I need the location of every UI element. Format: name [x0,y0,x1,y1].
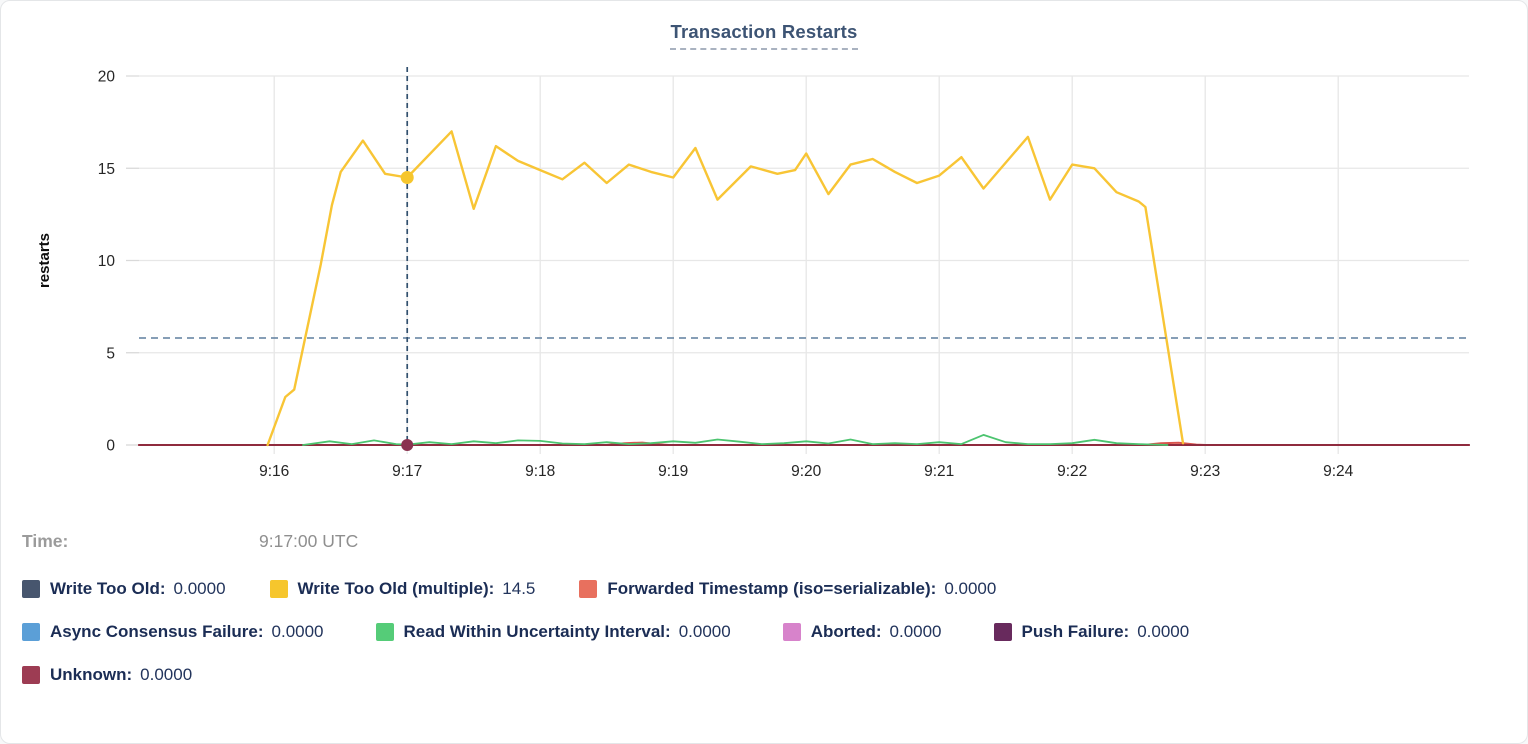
series-line-read-within-uncertainty-interval [302,433,1169,446]
legend-label: Aborted: [810,622,882,641]
write-too-old-multiple-swatch [269,580,288,598]
hover-time-row: Time: 9:17:00 UTC [1,531,1527,555]
legend-value: 0.0000 [944,579,997,598]
x-tick-label: 9:16 [259,463,289,480]
legend-value: 0.0000 [271,622,324,641]
legend-value: 0.0000 [889,622,942,641]
unknown-swatch [22,666,40,684]
push-failure-swatch [993,623,1012,641]
legend-label: Push Failure: [1021,622,1130,641]
legend-value: 0.0000 [173,579,226,598]
x-tick-label: 9:20 [791,463,822,480]
legend-item-write-too-old-multiple: Write Too Old (multiple): 14.5 [269,579,536,599]
x-tick-label: 9:23 [1190,463,1220,480]
legend-value: 0.0000 [1137,622,1190,641]
chart-header: Transaction Restarts [1,21,1527,55]
legend-label: Forwarded Timestamp (iso=serializable): [607,579,937,598]
hover-dot-unknown [401,439,414,451]
legend-value: 14.5 [502,579,536,598]
time-value: 9:17:00 UTC [259,531,359,551]
forwarded-timestamp-swatch [579,580,598,598]
x-tick-label: 9:24 [1323,463,1354,480]
x-tick-label: 9:17 [392,463,422,480]
legend-value: 0.0000 [140,665,193,684]
transaction-restarts-chart[interactable]: 0 5 10 15 20 9:16 9:17 9:18 9:19 9:20 9:21 9:22 9:23… [1,55,1528,517]
legend-label: Unknown: [50,665,133,684]
time-label: Time: [22,531,69,551]
legend-item-push-failure: Push Failure: 0.0000 [993,622,1190,642]
y-tick-label: 15 [98,161,115,178]
x-tick-label: 9:22 [1057,463,1087,480]
hover-dot-write-too-old-multiple- [400,170,414,184]
y-tick-label: 10 [98,253,116,270]
read-within-uncertainty-interval-swatch [375,623,394,641]
legend-value: 0.0000 [678,622,731,641]
legend-row: Write Too Old: 0.0000 Write Too Old (multi… [22,579,1527,599]
series-line-write-too-old-multiple- [266,130,1185,447]
y-tick-label: 20 [98,69,116,86]
x-tick-label: 9:18 [525,463,555,480]
y-axis-title: restarts [36,233,53,288]
y-tick-label: 5 [106,345,115,362]
legend-label: Read Within Uncertainty Interval: [403,622,671,641]
chart-title[interactable]: Transaction Restarts [670,21,858,50]
legend-label: Write Too Old: [50,579,166,598]
legend-row: Async Consensus Failure: 0.0000 Read Withi… [22,622,1527,642]
legend-item-aborted: Aborted: 0.0000 [782,622,942,642]
chart-legend: Write Too Old: 0.0000 Write Too Old (multi… [1,579,1527,685]
legend-item-unknown: Unknown: 0.0000 [22,665,192,685]
legend-item-read-within-uncertainty-interval: Read Within Uncertainty Interval: 0.0000 [375,622,731,642]
legend-item-write-too-old: Write Too Old: 0.0000 [22,579,226,599]
legend-item-forwarded-timestamp: Forwarded Timestamp (iso=serializable): 0… [579,579,996,599]
chart-area: 0 5 10 15 20 9:16 9:17 9:18 9:19 9:20 9:21 9:22 9:23… [1,55,1528,517]
aborted-swatch [782,623,801,641]
y-tick-label: 0 [106,438,115,455]
async-consensus-failure-swatch [22,623,40,641]
legend-label: Write Too Old (multiple): [297,579,495,598]
x-tick-label: 9:19 [658,463,688,480]
legend-label: Async Consensus Failure: [50,622,264,641]
legend-item-async-consensus-failure: Async Consensus Failure: 0.0000 [22,622,324,642]
write-too-old-swatch [22,580,40,598]
legend-row: Unknown: 0.0000 [22,665,1527,685]
x-tick-label: 9:21 [924,463,954,480]
